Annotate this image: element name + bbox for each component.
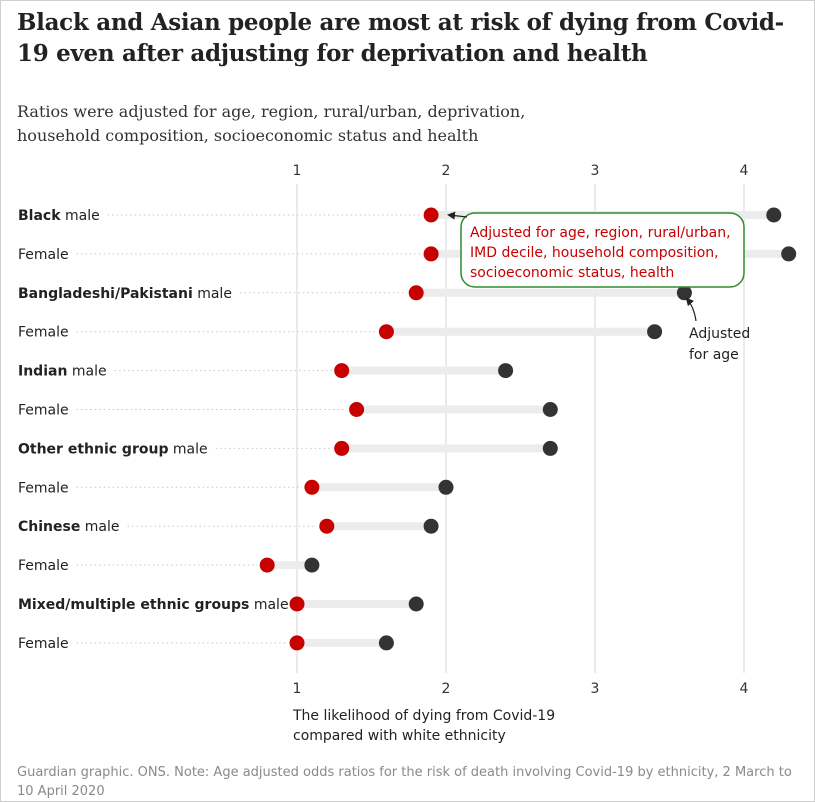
- dot-fully-adjusted-7: [304, 479, 320, 495]
- dot-age-adjusted-3: [647, 324, 663, 340]
- row-label-group: Indian: [18, 364, 67, 380]
- row-label-10: Mixed/multiple ethnic groups male: [18, 597, 289, 613]
- age-annotation-arrow: [685, 297, 697, 322]
- chart-subtitle: Ratios were adjusted for age, region, ru…: [17, 102, 526, 145]
- row-label-group: Bangladeshi/Pakistani: [18, 286, 193, 302]
- dot-fully-adjusted-3: [378, 324, 394, 340]
- dot-age-adjusted-1: [781, 246, 797, 262]
- dot-fully-adjusted-1: [423, 246, 439, 262]
- row-label-sex: male: [67, 364, 106, 380]
- dot-age-adjusted-6: [542, 440, 558, 456]
- age-annotation-line-0: Adjusted: [689, 326, 750, 342]
- dot-fully-adjusted-0: [423, 207, 439, 223]
- row-label-sex: male: [249, 597, 288, 613]
- row-label-6: Other ethnic group male: [18, 441, 208, 457]
- x-tick-top-3: 3: [591, 163, 600, 179]
- row-label-3: Female: [18, 325, 69, 341]
- dot-age-adjusted-7: [438, 479, 454, 495]
- source-note: Guardian graphic. ONS. Note: Age adjuste…: [17, 765, 792, 799]
- dot-age-adjusted-8: [423, 518, 439, 534]
- row-label-4: Indian male: [18, 364, 107, 380]
- dot-range-chart: 1 1 2 2 3 3 4 4 Black male Female Bangladeshi/Paki…: [18, 163, 797, 744]
- dot-fully-adjusted-2: [408, 285, 424, 301]
- x-tick-bottom-2: 2: [442, 681, 451, 697]
- row-label-group: Black: [18, 208, 61, 224]
- row-label-sex: male: [168, 441, 207, 457]
- row-label-8: Chinese male: [18, 519, 120, 535]
- dot-age-adjusted-10: [408, 596, 424, 612]
- row-label-0: Black male: [18, 208, 100, 224]
- dot-age-adjusted-11: [378, 635, 394, 651]
- dot-age-adjusted-0: [766, 207, 782, 223]
- dot-age-adjusted-2: [676, 285, 692, 301]
- x-tick-top-1: 1: [293, 163, 302, 179]
- dot-fully-adjusted-8: [319, 518, 335, 534]
- row-label-group: Other ethnic group: [18, 441, 168, 457]
- callout-line-1: IMD decile, household composition,: [470, 245, 719, 261]
- row-label-group: Chinese: [18, 519, 80, 535]
- row-label-11: Female: [18, 636, 69, 652]
- x-tick-top-2: 2: [442, 163, 451, 179]
- callout-line-2: socioeconomic status, health: [470, 265, 674, 281]
- row-label-2: Bangladeshi/Pakistani male: [18, 286, 232, 302]
- row-label-group: Mixed/multiple ethnic groups: [18, 597, 249, 613]
- callout-arrow: [447, 211, 468, 220]
- x-tick-bottom-4: 4: [740, 681, 749, 697]
- x-tick-bottom-1: 1: [293, 681, 302, 697]
- dot-fully-adjusted-5: [349, 402, 365, 417]
- dot-age-adjusted-5: [542, 402, 558, 417]
- dot-fully-adjusted-6: [334, 440, 350, 456]
- dot-fully-adjusted-4: [334, 363, 350, 379]
- row-label-9: Female: [18, 558, 69, 574]
- x-tick-bottom-3: 3: [591, 681, 600, 697]
- x-axis-label-line-0: The likelihood of dying from Covid-19: [292, 708, 555, 724]
- row-label-sex: male: [193, 286, 232, 302]
- row-label-sex: male: [80, 519, 119, 535]
- row-label-7: Female: [18, 480, 69, 496]
- dot-age-adjusted-9: [304, 557, 320, 573]
- dot-fully-adjusted-9: [259, 557, 275, 573]
- age-annotation-line-1: for age: [689, 347, 739, 363]
- dot-age-adjusted-4: [498, 363, 514, 379]
- callout-line-0: Adjusted for age, region, rural/urban,: [470, 225, 731, 241]
- x-tick-top-4: 4: [740, 163, 749, 179]
- x-axis-label-line-1: compared with white ethnicity: [293, 728, 506, 744]
- dot-fully-adjusted-10: [289, 596, 305, 612]
- row-label-sex: male: [61, 208, 100, 224]
- row-label-1: Female: [18, 247, 69, 263]
- dot-fully-adjusted-11: [289, 635, 305, 651]
- callout-box: [460, 212, 745, 288]
- row-label-5: Female: [18, 403, 69, 419]
- chart-title: Black and Asian people are most at risk …: [17, 9, 784, 67]
